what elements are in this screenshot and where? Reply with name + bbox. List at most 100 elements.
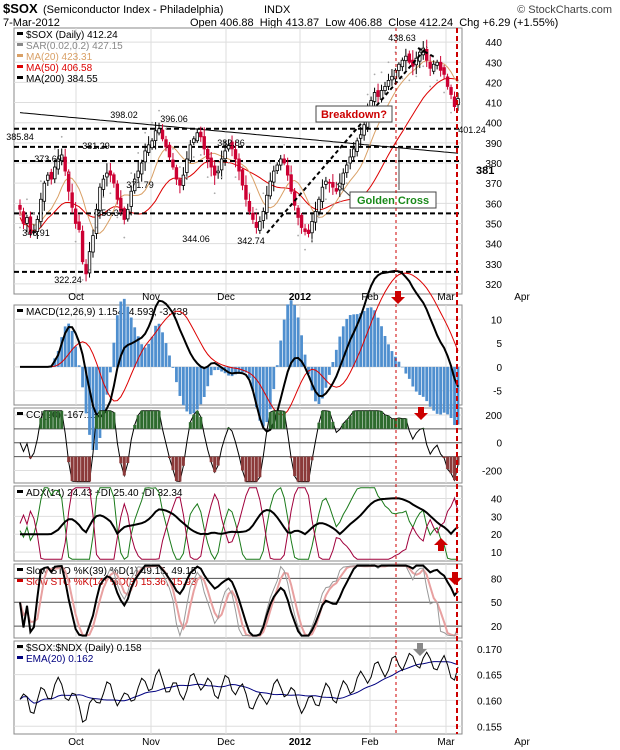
low-value: 406.88 xyxy=(348,17,383,29)
candle-body xyxy=(428,61,432,69)
sar-dot xyxy=(241,166,244,168)
macd-histogram-bar xyxy=(317,366,321,404)
macd-histogram-bar xyxy=(254,366,258,408)
macd-histogram-bar xyxy=(168,355,171,367)
macd-line xyxy=(20,269,459,433)
price-label-381-29: 381.29 xyxy=(82,141,110,151)
legend-swatch xyxy=(17,76,23,79)
candle-body xyxy=(216,170,220,174)
plus-di-line xyxy=(19,487,458,561)
legend-swatch xyxy=(17,32,23,35)
macd-histogram-bar xyxy=(362,310,366,367)
golden-cross-callout-text: Golden Cross xyxy=(357,195,429,207)
candle-body xyxy=(84,264,88,275)
candle-body xyxy=(362,124,366,136)
candle-body xyxy=(306,229,311,234)
macd-histogram-bar xyxy=(366,307,370,367)
candle-body xyxy=(404,55,408,62)
y-tick-label: 20 xyxy=(491,622,503,633)
macd-histogram-bar xyxy=(435,366,439,414)
macd-histogram-bar xyxy=(178,366,182,396)
level-381-label: 381 xyxy=(476,165,494,177)
macd-histogram-bar xyxy=(195,366,199,410)
macd-histogram-bar xyxy=(129,317,133,367)
legend-entry: $SOX (Daily) 412.24 xyxy=(26,30,118,41)
macd-histogram-bar xyxy=(105,366,109,395)
chart-security-name: (Semiconductor Index - Philadelphia) xyxy=(43,4,224,16)
legend-entry: Slow STO %K(14) %D(3) 15.36, 15.93 xyxy=(26,577,197,588)
change-value: +6.29 (+1.55%) xyxy=(482,17,559,29)
sar-dot xyxy=(311,238,313,241)
price-label-401-24: 401.24 xyxy=(458,125,486,135)
sar-dot xyxy=(401,77,404,80)
macd-histogram-bar xyxy=(383,335,387,367)
candle-body xyxy=(98,186,102,212)
legend-swatch xyxy=(17,54,23,57)
sar-dot xyxy=(213,192,216,195)
candle-body xyxy=(164,139,168,148)
sar-dot xyxy=(373,73,376,76)
candle-body xyxy=(258,221,262,231)
sar-dot xyxy=(67,172,70,174)
candle-body xyxy=(247,200,252,212)
candle-body xyxy=(431,63,436,72)
sar-dot xyxy=(408,79,411,82)
macd-histogram-bar xyxy=(181,366,185,406)
macd-histogram-bar xyxy=(289,300,293,367)
sar-dot xyxy=(304,248,306,251)
x-axis-label-Apr: Apr xyxy=(514,292,530,303)
candle-body xyxy=(310,221,314,234)
candle-body xyxy=(192,138,196,143)
sar-dot xyxy=(387,61,390,64)
macd-histogram-bar xyxy=(216,366,220,370)
candle-body xyxy=(407,53,412,63)
macd-signal-line xyxy=(20,272,459,416)
candle-body xyxy=(212,165,217,176)
y-tick-label: 5 xyxy=(496,339,502,350)
y-tick-label: -5 xyxy=(493,387,502,398)
sar-dot xyxy=(269,162,272,164)
candle-body xyxy=(390,75,394,81)
sar-dot xyxy=(443,91,445,94)
candle-body xyxy=(435,61,439,66)
macd-histogram-bar xyxy=(397,361,401,367)
x-axis-label-bottom-Mar: Mar xyxy=(437,737,455,748)
candle-body xyxy=(425,48,429,61)
candle-body xyxy=(452,96,457,107)
macd-histogram-bar xyxy=(453,366,456,426)
legend-swatch xyxy=(17,645,23,648)
panel-frame-ratio xyxy=(13,640,463,735)
macd-histogram-bar xyxy=(154,325,157,367)
candle-body xyxy=(56,158,60,170)
candle-body xyxy=(150,140,154,149)
sar-dot xyxy=(137,152,140,154)
macd-histogram-bar xyxy=(411,366,415,387)
macd-histogram-bar xyxy=(414,366,418,392)
stockcharts-credit[interactable]: © StockCharts.com xyxy=(517,4,612,16)
macd-histogram-bar xyxy=(380,326,383,367)
candle-body xyxy=(223,150,227,160)
macd-histogram-bar xyxy=(300,335,303,367)
legend-entry: MA(20) 423.31 xyxy=(26,52,93,63)
candle-body xyxy=(386,79,391,87)
candle-body xyxy=(39,198,43,222)
candle-body xyxy=(268,180,272,197)
candle-body xyxy=(87,251,92,274)
macd-histogram-bar xyxy=(286,304,290,367)
sar-dot xyxy=(53,148,56,150)
macd-histogram-bar xyxy=(60,337,64,367)
macd-histogram-bar xyxy=(133,327,137,367)
high-label: High xyxy=(259,17,283,29)
candle-body xyxy=(80,230,85,263)
y-tick-label: 0 xyxy=(496,439,502,450)
channel-line xyxy=(417,47,437,59)
macd-histogram-bar xyxy=(63,326,67,367)
candle-body xyxy=(167,144,172,158)
y-tick-label: 360 xyxy=(485,199,502,210)
candle-body xyxy=(445,76,450,87)
sar-dot xyxy=(325,198,327,201)
breakdown-callout-box xyxy=(315,105,393,123)
macd-histogram-bar xyxy=(272,366,276,390)
y-tick-label: 430 xyxy=(485,58,502,69)
